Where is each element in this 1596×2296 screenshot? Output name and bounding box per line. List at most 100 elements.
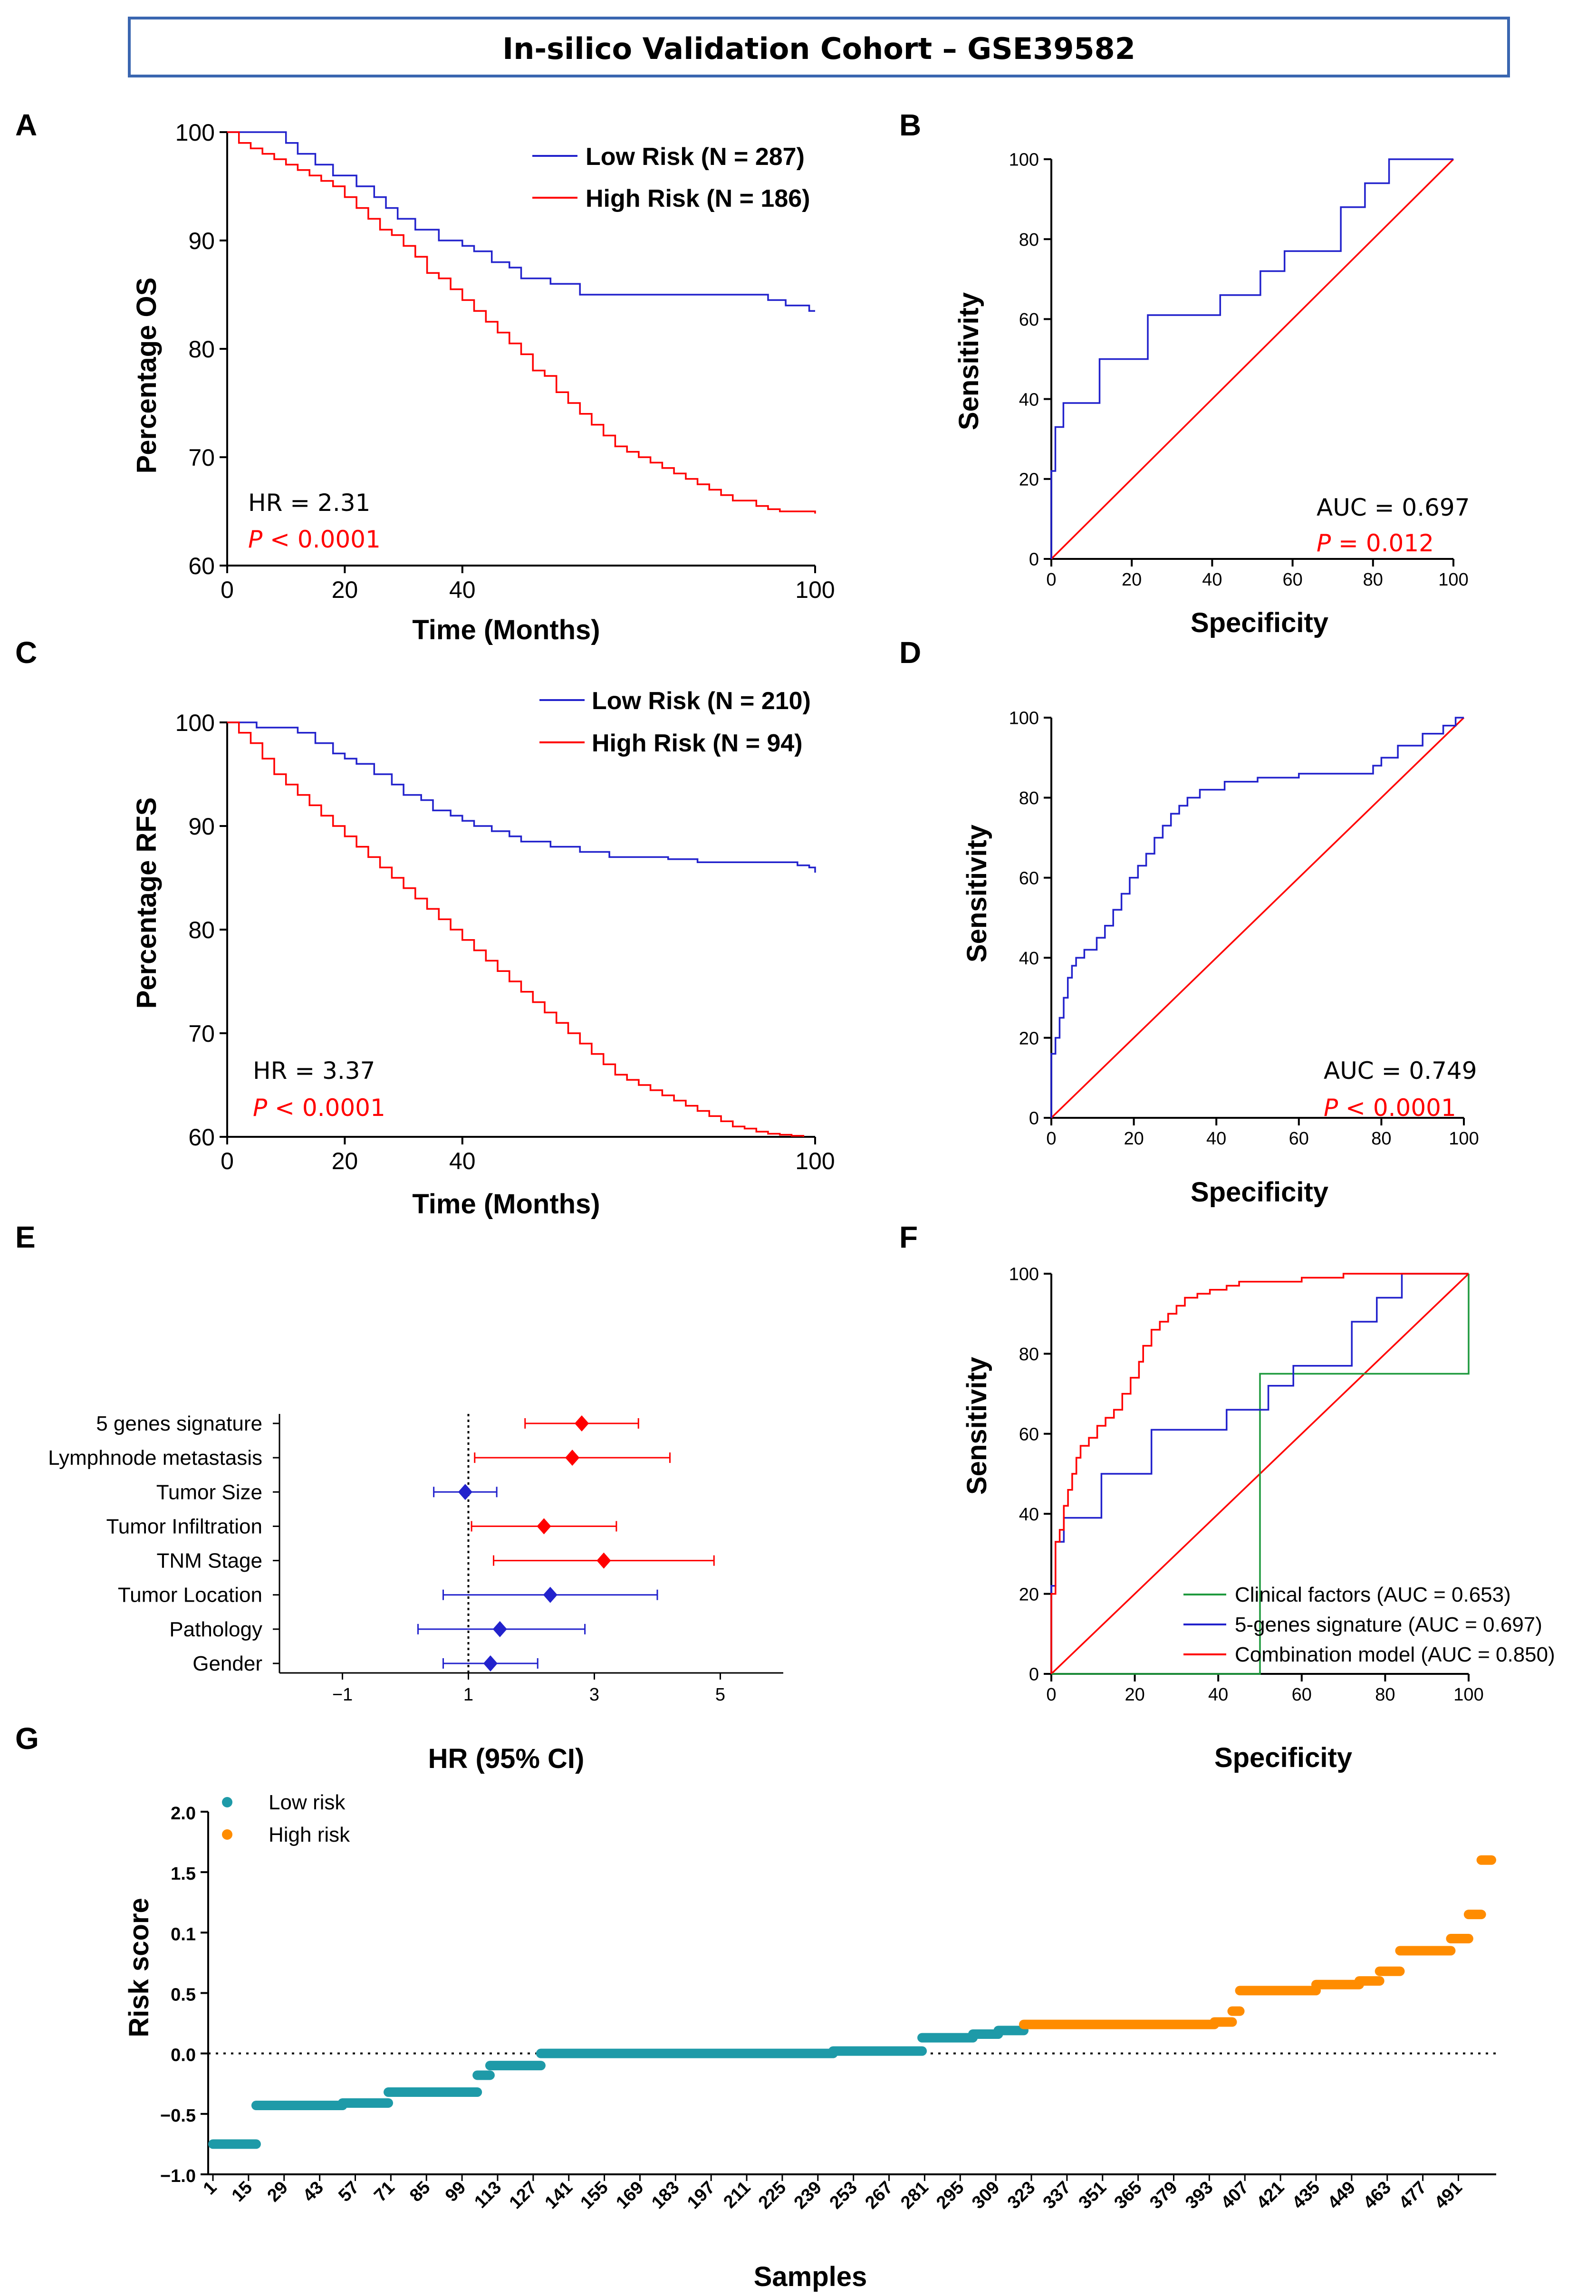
x-tick-label: 155 <box>577 2178 612 2213</box>
x-tick-label: 0 <box>1046 1685 1056 1705</box>
x-tick-label: 351 <box>1075 2178 1111 2213</box>
panel-g-risk-score: −1.0 −0.5 0.0 0.5 0.1 1.5 2.0 1 15 29 43 57 71 85 99 11… <box>124 1791 1496 2292</box>
panel-c-hr: HR = 3.37 <box>253 1057 375 1085</box>
x-tick-label: 407 <box>1217 2178 1253 2213</box>
x-tick-label: 100 <box>795 1148 835 1174</box>
x-tick-label: 337 <box>1039 2178 1075 2213</box>
panel-a-survival-os: 60 70 80 90 100 0 20 40 100 Percentage OS Time (… <box>131 119 835 645</box>
x-tick-label: 20 <box>332 576 358 603</box>
panel-a-ylabel: Percentage OS <box>131 278 162 474</box>
forest-row-label: TNM Stage <box>156 1549 262 1573</box>
forest-hr-marker <box>492 1621 507 1637</box>
panel-d-series <box>1050 717 1465 1119</box>
series-line-low-risk-n-210 <box>227 721 816 873</box>
panel-g-axes: −1.0 −0.5 0.0 0.5 0.1 1.5 2.0 1 15 29 43 57 71 85 99 11… <box>160 1804 1496 2213</box>
panel-label-g: G <box>15 1721 39 1756</box>
y-tick-label: 0 <box>1029 1665 1039 1685</box>
legend-label-high: High Risk (N = 94) <box>592 730 803 757</box>
panel-g-series <box>208 1855 1496 2149</box>
y-tick-label: 40 <box>1019 949 1039 969</box>
x-tick-label: 127 <box>506 2178 541 2213</box>
x-tick-label: 365 <box>1110 2178 1146 2213</box>
y-tick-label: 0 <box>1029 550 1039 570</box>
panel-f-axes: 0 20 40 60 80 100 0 20 40 60 80 100 <box>1009 1265 1484 1705</box>
y-tick-label: 90 <box>188 813 215 840</box>
legend-label-combination: Combination model (AUC = 0.850) <box>1235 1643 1555 1666</box>
forest-row-label: Pathology <box>169 1618 262 1641</box>
panel-e-xlabel: HR (95% CI) <box>428 1743 585 1774</box>
forest-hr-marker <box>458 1484 472 1500</box>
panel-label-b: B <box>899 108 921 142</box>
x-tick-label: 43 <box>299 2178 327 2206</box>
x-tick-label: 113 <box>471 2178 505 2212</box>
x-tick-label: 80 <box>1363 570 1383 590</box>
x-tick-label: 211 <box>720 2178 754 2212</box>
x-tick-label: 225 <box>755 2178 790 2213</box>
x-tick-label: 197 <box>683 2178 719 2213</box>
x-tick-label: 40 <box>449 576 476 603</box>
x-tick-label: 85 <box>406 2178 434 2206</box>
figure-title: In-silico Validation Cohort – GSE39582 <box>502 31 1135 66</box>
series-line-reference <box>1050 158 1454 560</box>
y-tick-label: 0 <box>1029 1109 1039 1129</box>
y-tick-label: 90 <box>188 228 215 254</box>
forest-hr-marker <box>596 1552 611 1569</box>
x-tick-label: 1 <box>200 2178 221 2199</box>
x-tick-label: 393 <box>1182 2178 1217 2213</box>
panel-c-legend: Low Risk (N = 210) High Risk (N = 94) <box>539 687 811 757</box>
series-line-roc <box>1050 717 1464 1118</box>
panel-c-p-symbol: P <box>253 1094 268 1122</box>
x-tick-label: 421 <box>1253 2178 1288 2213</box>
legend-dot-high <box>222 1829 232 1840</box>
y-tick-label: 100 <box>1009 150 1039 170</box>
panel-b-axes: 0 20 40 60 80 100 0 20 40 60 80 100 <box>1009 150 1469 590</box>
y-tick-label: 80 <box>1019 1345 1039 1364</box>
panel-f-legend: Clinical factors (AUC = 0.653) 5-genes s… <box>1183 1583 1555 1666</box>
y-tick-label: 20 <box>1019 1028 1039 1048</box>
panel-c-ylabel: Percentage RFS <box>131 797 162 1009</box>
panel-b-auc: AUC = 0.697 <box>1317 494 1470 521</box>
panel-b-series <box>1050 158 1454 560</box>
x-tick-label: 0 <box>221 1148 234 1174</box>
y-tick-label: 0.1 <box>171 1924 196 1944</box>
x-tick-label: 20 <box>1125 1685 1144 1705</box>
series-line-clinical-factors-auc-0-653 <box>1051 1274 1470 1675</box>
x-tick-label: 100 <box>1453 1685 1483 1705</box>
x-tick-label: 463 <box>1360 2178 1395 2213</box>
forest-row-label: Tumor Location <box>118 1584 262 1607</box>
panel-b-ylabel: Sensitivity <box>953 292 984 430</box>
panel-a-xlabel: Time (Months) <box>412 615 600 645</box>
x-tick-label: 281 <box>897 2178 933 2213</box>
y-tick-label: 70 <box>188 444 215 471</box>
series-line-5-genes-signature-auc-0-697 <box>1050 1273 1469 1674</box>
panel-f-ylabel: Sensitivity <box>961 1357 992 1495</box>
panel-a-hr: HR = 2.31 <box>248 489 370 517</box>
panel-a-axes: 60 70 80 90 100 0 20 40 100 <box>175 119 835 603</box>
y-tick-label: −0.5 <box>160 2106 196 2126</box>
x-tick-label: 80 <box>1371 1129 1391 1149</box>
y-tick-label: 20 <box>1019 470 1039 490</box>
series-line-reference <box>1050 717 1465 1119</box>
y-tick-label: 80 <box>1019 788 1039 808</box>
y-tick-label: 20 <box>1019 1585 1039 1604</box>
y-tick-label: 60 <box>1019 1424 1039 1444</box>
y-tick-label: 80 <box>1019 230 1039 250</box>
forest-row-label: Gender <box>192 1652 262 1675</box>
x-tick-label: 100 <box>1449 1129 1479 1149</box>
forest-hr-marker <box>537 1518 551 1535</box>
x-tick-label: 0 <box>1046 570 1056 590</box>
forest-row-label: Tumor Infiltration <box>106 1515 262 1538</box>
x-tick-label: 100 <box>795 576 835 603</box>
panel-a-legend: Low Risk (N = 287) High Risk (N = 186) <box>532 143 810 212</box>
panel-d-ylabel: Sensitivity <box>961 825 992 962</box>
y-tick-label: 100 <box>175 119 215 146</box>
panel-b-p-symbol: P <box>1317 529 1331 557</box>
x-tick-label: 20 <box>1122 570 1142 590</box>
panel-b-roc: 0 20 40 60 80 100 0 20 40 60 80 100 Sensitivity Spe… <box>953 150 1470 638</box>
panel-d-auc: AUC = 0.749 <box>1324 1057 1477 1085</box>
panel-b-pvalue: P = 0.012 <box>1317 529 1434 557</box>
panel-e-rows: 5 genes signature Lymphnode metastasis Tum… <box>48 1412 715 1675</box>
legend-label-signature: 5-genes signature (AUC = 0.697) <box>1235 1613 1542 1636</box>
x-tick-label: 40 <box>1202 570 1222 590</box>
panel-b-xlabel: Specificity <box>1191 607 1328 638</box>
